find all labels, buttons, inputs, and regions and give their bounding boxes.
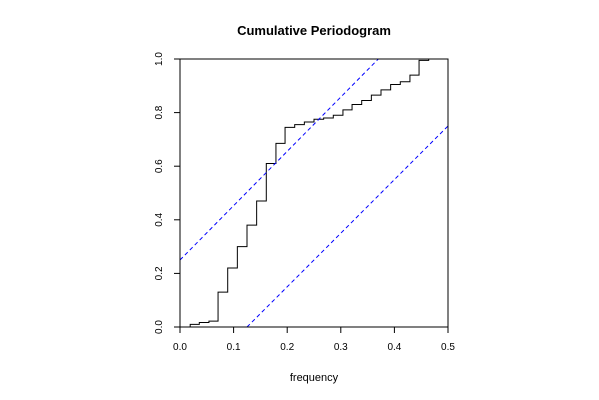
plot-area: 0.0 0.1 0.2 0.3 0.4 0.5 0.0 0.2 0.4 0.6 0.8 1.0 <box>154 52 455 353</box>
x-axis-label: frequency <box>290 372 339 384</box>
x-tick-label: 0.3 <box>334 342 348 353</box>
y-tick-label: 0.4 <box>154 212 165 226</box>
y-tick-label: 0.0 <box>154 320 165 334</box>
x-tick-label: 0.2 <box>280 342 294 353</box>
x-tick-label: 0.0 <box>173 342 187 353</box>
chart-title: Cumulative Periodogram <box>237 23 391 38</box>
x-tick-label: 0.5 <box>441 342 455 353</box>
periodogram-step-line <box>180 59 448 327</box>
plot-frame <box>179 58 449 328</box>
confidence-bound-line-1 <box>180 59 379 261</box>
y-tick-label: 0.2 <box>154 266 165 280</box>
x-tick-label: 0.4 <box>387 342 401 353</box>
y-tick-label: 1.0 <box>154 52 165 66</box>
y-tick-label: 0.6 <box>154 159 165 173</box>
x-tick-label: 0.1 <box>227 342 241 353</box>
y-tick-label: 0.8 <box>154 105 165 119</box>
confidence-bound-line-2 <box>246 125 448 327</box>
